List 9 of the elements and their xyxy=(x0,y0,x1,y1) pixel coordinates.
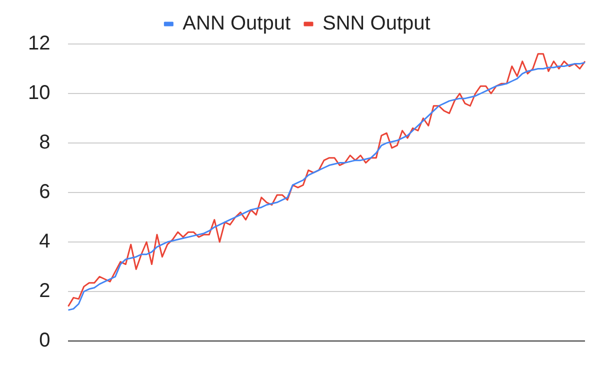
y-tick-label: 0 xyxy=(39,330,50,352)
y-tick-label: 6 xyxy=(39,181,50,204)
y-tick-label: 4 xyxy=(39,230,50,253)
y-tick-label: 12 xyxy=(28,32,50,55)
y-tick-label: 2 xyxy=(39,280,50,302)
legend-label: SNN Output xyxy=(322,12,431,35)
y-tick-label: 8 xyxy=(39,132,50,154)
y-tick-label: 10 xyxy=(28,82,50,104)
legend-label: ANN Output xyxy=(182,12,291,35)
